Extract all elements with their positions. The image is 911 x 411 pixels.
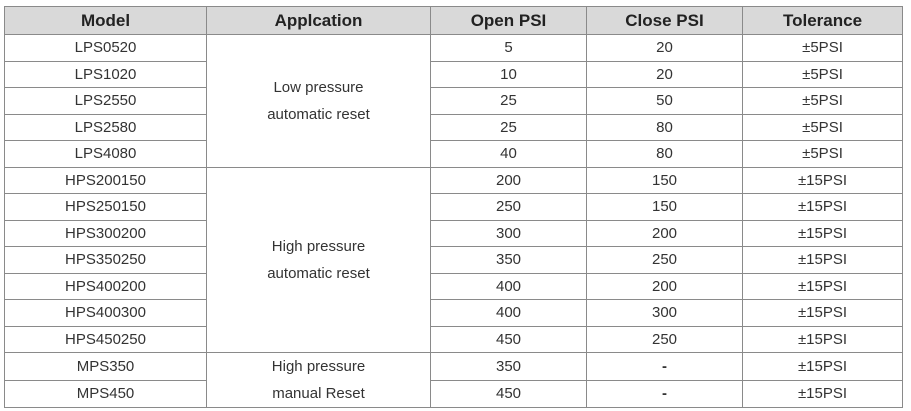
close-psi-cell: - — [586, 379, 743, 408]
model-cell: MPS350 — [4, 352, 207, 381]
model-cell: HPS300200 — [4, 219, 207, 247]
tolerance-cell: ±15PSI — [742, 352, 903, 381]
header-model: Model — [4, 6, 207, 35]
model-cell: HPS350250 — [4, 246, 207, 274]
table-row: HPS300200 300 200 ±15PSI — [4, 219, 903, 247]
open-psi-cell: 400 — [430, 272, 587, 300]
open-psi-cell: 300 — [430, 219, 587, 247]
table-body: LPS0520 Low pressure automatic reset 5 20 ±5P… — [4, 34, 903, 408]
application-cell: High pressure automatic reset — [206, 166, 431, 353]
close-psi-cell: 200 — [586, 219, 743, 247]
close-psi-cell: 300 — [586, 299, 743, 327]
table-row: HPS200150 High pressure automatic reset 200… — [4, 166, 903, 353]
table-row: HPS250150 250 150 ±15PSI — [4, 193, 903, 221]
tolerance-cell: ±15PSI — [742, 299, 903, 327]
tolerance-cell: ±15PSI — [742, 219, 903, 247]
tolerance-cell: ±5PSI — [742, 113, 903, 141]
open-psi-cell: 5 — [430, 34, 587, 62]
tolerance-cell: ±15PSI — [742, 325, 903, 353]
model-cell: MPS450 — [4, 379, 207, 408]
model-cell: HPS200150 — [4, 166, 207, 194]
application-line: Low pressure — [273, 78, 364, 96]
tolerance-cell: ±5PSI — [742, 60, 903, 88]
header-open-psi: Open PSI — [430, 6, 587, 35]
model-cell: HPS400300 — [4, 299, 207, 327]
tolerance-cell: ±5PSI — [742, 87, 903, 115]
close-psi-cell: 250 — [586, 325, 743, 353]
open-psi-cell: 200 — [430, 166, 587, 194]
close-psi-cell: 250 — [586, 246, 743, 274]
close-psi-cell: - — [586, 352, 743, 381]
open-psi-cell: 250 — [430, 193, 587, 221]
model-cell: LPS0520 — [4, 34, 207, 62]
application-line: manual Reset — [272, 385, 365, 402]
table-row: LPS2550 25 50 ±5PSI — [4, 87, 903, 115]
table-row: MPS450 450- ±15PSI — [4, 379, 903, 408]
table-row: HPS350250 350 250 ±15PSI — [4, 246, 903, 274]
table-row: LPS4080 40 80 ±5PSI — [4, 140, 903, 168]
header-application: Applcation — [206, 6, 431, 35]
tolerance-cell: ±5PSI — [742, 34, 903, 62]
close-psi-cell: 20 — [586, 34, 743, 62]
model-cell: LPS2580 — [4, 113, 207, 141]
open-psi-cell: 40 — [430, 140, 587, 168]
model-cell: HPS250150 — [4, 193, 207, 221]
close-psi-cell: 150 — [586, 193, 743, 221]
tolerance-cell: ±15PSI — [742, 379, 903, 408]
close-psi-cell: 50 — [586, 87, 743, 115]
open-psi-cell: 10 — [430, 60, 587, 88]
close-psi-cell: 150 — [586, 166, 743, 194]
table-row: LPS2580 25 80 ±5PSI — [4, 113, 903, 141]
header-close-psi: Close PSI — [586, 6, 743, 35]
open-psi-cell: 350 — [430, 246, 587, 274]
table-row: LPS0520 Low pressure automatic reset 5 20 ±5P… — [4, 34, 903, 168]
table-row: HPS400200 400 200 ±15PSI — [4, 272, 903, 300]
tolerance-cell: ±15PSI — [742, 246, 903, 274]
application-line: automatic reset — [267, 264, 370, 282]
table-row: LPS1020 10 20 ±5PSI — [4, 60, 903, 88]
tolerance-cell: ±5PSI — [742, 140, 903, 168]
close-psi-cell: 80 — [586, 140, 743, 168]
open-psi-cell: 450 — [430, 379, 587, 408]
close-psi-cell: 20 — [586, 60, 743, 88]
tolerance-cell: ±15PSI — [742, 166, 903, 194]
application-line: automatic reset — [267, 105, 370, 123]
header-row: Model Applcation Open PSI Close PSI Tole… — [4, 6, 903, 35]
pressure-switch-spec-table: Model Applcation Open PSI Close PSI Tole… — [4, 6, 903, 408]
close-psi-cell: 80 — [586, 113, 743, 141]
tolerance-cell: ±15PSI — [742, 272, 903, 300]
open-psi-cell: 450 — [430, 325, 587, 353]
open-psi-cell: 400 — [430, 299, 587, 327]
open-psi-cell: 25 — [430, 87, 587, 115]
table-row: HPS400300 400 300 ±15PSI — [4, 299, 903, 327]
table-row: MPS350 High pressure manual Reset 350- ±15PS… — [4, 352, 903, 408]
header-tolerance: Tolerance — [742, 6, 903, 35]
tolerance-cell: ±15PSI — [742, 193, 903, 221]
close-psi-cell: 200 — [586, 272, 743, 300]
open-psi-cell: 25 — [430, 113, 587, 141]
model-cell: LPS4080 — [4, 140, 207, 168]
application-cell: High pressure manual Reset — [206, 352, 431, 408]
model-cell: HPS450250 — [4, 325, 207, 353]
model-cell: HPS400200 — [4, 272, 207, 300]
open-psi-cell: 350 — [430, 352, 587, 381]
application-line: High pressure — [271, 237, 366, 255]
model-cell: LPS2550 — [4, 87, 207, 115]
table-container: Model Applcation Open PSI Close PSI Tole… — [4, 6, 903, 408]
table-row: HPS450250 450 250 ±15PSI — [4, 325, 903, 353]
model-cell: LPS1020 — [4, 60, 207, 88]
application-cell: Low pressure automatic reset — [206, 34, 431, 168]
application-line: High pressure — [271, 358, 366, 375]
